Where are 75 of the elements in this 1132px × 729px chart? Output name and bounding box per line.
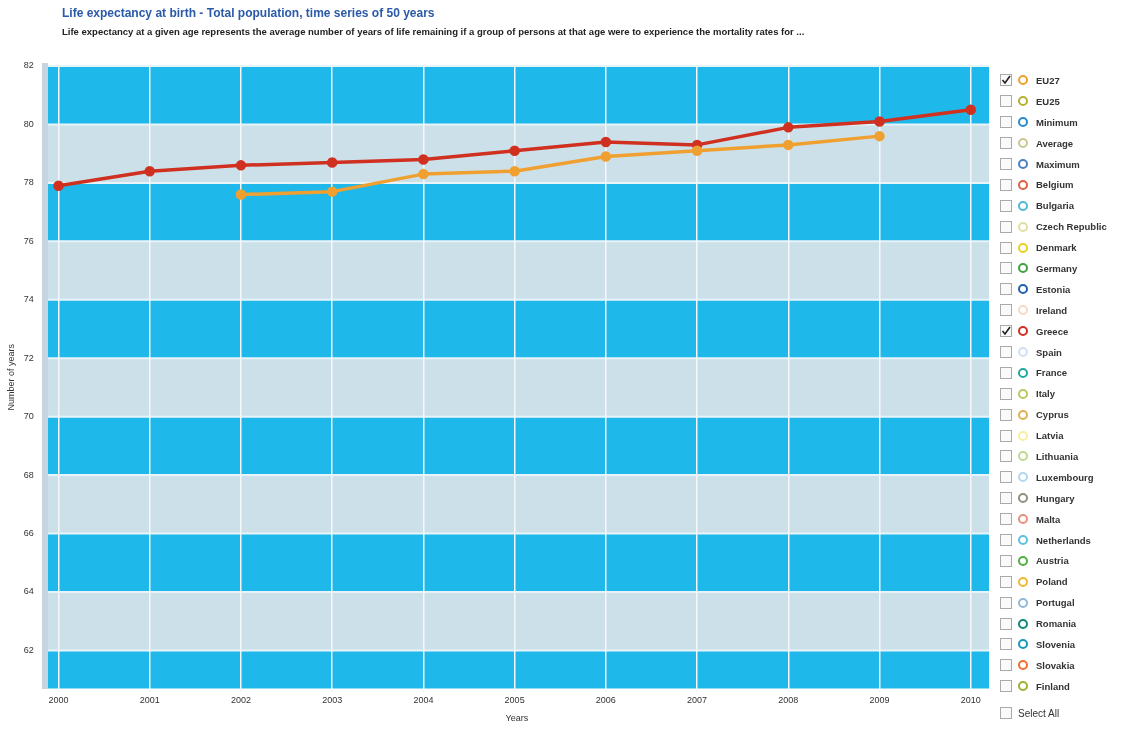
y-tick-label: 62 — [23, 644, 34, 655]
x-tick-label: 2001 — [139, 695, 160, 706]
point — [144, 165, 155, 177]
point — [874, 130, 885, 142]
y-tick-label: 74 — [23, 294, 34, 305]
y-tick-label: 78 — [23, 177, 34, 188]
legend-label: Ireland — [1036, 304, 1068, 316]
x-tick-label: 2009 — [869, 695, 890, 706]
legend-label: Average — [1036, 137, 1074, 149]
legend-label: Netherlands — [1036, 534, 1091, 546]
x-tick-label: 2008 — [778, 695, 799, 706]
point — [965, 104, 977, 116]
legend-label: Estonia — [1036, 283, 1071, 295]
y-tick-label: 70 — [23, 411, 34, 422]
x-tick-label: 2005 — [504, 695, 525, 706]
point — [783, 122, 794, 133]
legend-label: Denmark — [1036, 242, 1077, 254]
y-tick-label: 68 — [23, 469, 34, 480]
legend-label: Latvia — [1036, 430, 1064, 442]
legend-label: EU25 — [1036, 95, 1060, 107]
point — [53, 180, 64, 192]
text: Select All — [1018, 707, 1060, 719]
point — [326, 186, 338, 197]
point — [600, 136, 612, 148]
x-tick-label: 2003 — [322, 695, 343, 706]
y-tick-label: 64 — [23, 586, 34, 597]
legend-label: Lithuania — [1036, 450, 1079, 462]
y-tick-label: 66 — [23, 528, 34, 539]
x-tick-label: 2010 — [960, 695, 981, 706]
legend-label: Finland — [1036, 680, 1070, 692]
legend-label: Minimum — [1036, 116, 1078, 128]
point — [691, 145, 703, 156]
x-tick-label: 2004 — [413, 695, 434, 706]
point — [509, 145, 520, 156]
x-axis-title: Years — [505, 713, 529, 724]
legend-label: Malta — [1036, 513, 1061, 525]
y-tick-label: 72 — [23, 352, 34, 363]
legend-label: Slovenia — [1036, 638, 1076, 650]
point — [235, 160, 247, 171]
legend-label: Portugal — [1036, 597, 1075, 609]
point — [874, 116, 885, 127]
legend-label: Bulgaria — [1036, 200, 1075, 212]
legend-label: Germany — [1036, 262, 1078, 274]
x-tick-label: 2000 — [48, 695, 69, 706]
legend-label: Austria — [1036, 555, 1069, 567]
legend-label: Italy — [1036, 388, 1056, 400]
point — [418, 154, 429, 165]
legend-label: Hungary — [1036, 492, 1075, 504]
chart-title: Life expectancy at birth - Total population, time series of 50 years — [62, 6, 435, 20]
point — [783, 139, 794, 151]
legend-label: France — [1036, 367, 1068, 379]
legend-label: Spain — [1036, 346, 1062, 358]
point — [326, 157, 338, 168]
legend-label: Luxembourg — [1036, 471, 1094, 483]
x-tick-label: 2002 — [230, 695, 251, 706]
y-tick-label: 82 — [23, 60, 34, 71]
legend-label: Greece — [1036, 325, 1069, 337]
point — [600, 151, 612, 162]
y-tick-label: 80 — [23, 118, 34, 129]
point — [235, 189, 247, 200]
legend-label: Maximum — [1036, 158, 1080, 170]
legend-label: Poland — [1036, 576, 1068, 588]
legend-label: Romania — [1036, 618, 1077, 630]
legend-label: Slovakia — [1036, 659, 1075, 671]
x-tick-label: 2007 — [687, 695, 708, 706]
point — [418, 168, 429, 180]
point — [509, 165, 520, 177]
legend-label: Cyprus — [1036, 409, 1069, 421]
y-tick-label: 76 — [23, 235, 34, 246]
legend-label: EU27 — [1036, 74, 1060, 86]
y-axis-title: Number of years — [5, 343, 16, 411]
x-tick-label: 2006 — [595, 695, 616, 706]
legend-label: Belgium — [1036, 179, 1074, 191]
legend-label: Czech Republic — [1036, 221, 1107, 233]
chart-subtitle: Life expectancy at a given age represents the average number of years of life remaining if a group of persons at that age were to experience the mortality rates for ... — [62, 26, 805, 37]
